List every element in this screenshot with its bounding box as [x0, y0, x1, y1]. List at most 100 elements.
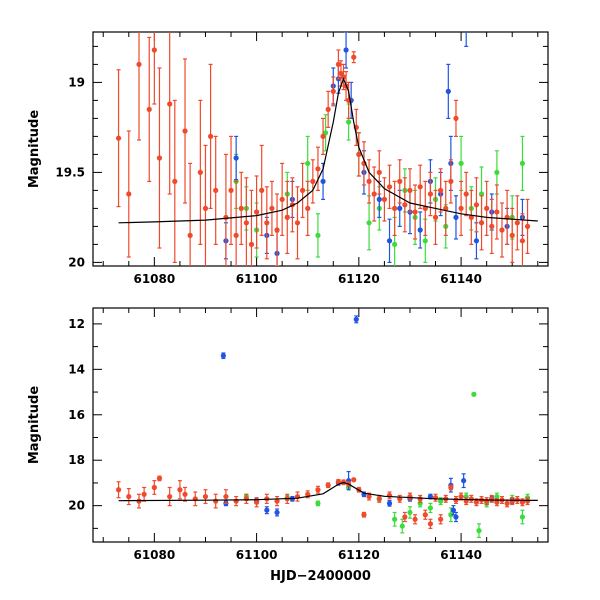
- data-point-red: [126, 493, 132, 500]
- data-point-blue: [343, 47, 349, 53]
- data-point-red: [494, 209, 500, 215]
- bottom-light-curve-panel: 61080 61100 61120 61140 12 14 16 18 20 Magnitude H…: [27, 307, 549, 584]
- data-point-blue: [353, 316, 359, 322]
- data-point-red: [187, 232, 193, 238]
- series-green: [243, 391, 531, 539]
- data-point-red: [156, 475, 163, 481]
- data-point-red: [376, 496, 382, 502]
- data-point-red: [484, 498, 490, 504]
- data-point-red: [300, 187, 306, 193]
- data-point-red: [397, 178, 403, 184]
- data-point-red: [381, 196, 388, 202]
- data-point-red: [468, 496, 474, 502]
- data-point-red: [504, 500, 510, 506]
- data-point-red: [335, 61, 341, 67]
- data-point-green: [519, 514, 526, 520]
- data-point-red: [274, 498, 280, 504]
- data-point-red: [458, 205, 464, 211]
- data-point-blue: [450, 507, 457, 513]
- data-point-red: [402, 514, 408, 520]
- data-point-red: [427, 191, 434, 197]
- data-point-blue: [453, 214, 459, 220]
- data-point-red: [371, 191, 377, 197]
- axis-ticks: [93, 32, 548, 266]
- y-axis-label: Magnitude: [27, 110, 42, 189]
- x-axis-label: HJD−2400000: [270, 569, 371, 584]
- data-point-red: [489, 223, 495, 229]
- data-point-red: [519, 238, 526, 244]
- top-light-curve-panel: 61080 61100 61120 61140 19 19.5 20 Magnitude: [27, 31, 549, 286]
- x-tick-label: 61100: [236, 548, 278, 562]
- data-point-green: [346, 119, 352, 125]
- data-point-blue: [264, 507, 270, 513]
- data-point-red: [248, 241, 255, 247]
- data-point-green: [407, 509, 413, 516]
- data-point-red: [407, 493, 413, 500]
- data-point-red: [417, 184, 423, 190]
- x-tick-label: 61140: [440, 272, 482, 286]
- y-axis-label: Magnitude: [27, 386, 42, 465]
- data-point-red: [473, 202, 480, 208]
- data-point-green: [494, 493, 500, 500]
- data-point-red: [422, 512, 428, 518]
- data-point-red: [136, 61, 142, 67]
- data-point-blue: [220, 353, 226, 359]
- data-point-red: [438, 187, 444, 193]
- data-point-red: [494, 499, 500, 505]
- data-point-blue: [233, 155, 239, 161]
- data-point-blue: [386, 500, 393, 506]
- data-point-red: [427, 521, 434, 527]
- data-point-red: [151, 47, 157, 53]
- data-point-blue: [461, 478, 467, 484]
- series-red: [115, 32, 531, 266]
- data-point-blue: [445, 88, 451, 94]
- data-point-green: [323, 130, 329, 136]
- model-curve: [118, 77, 538, 224]
- data-point-red: [197, 169, 203, 175]
- data-point-red: [182, 491, 188, 497]
- plot-data-area: [115, 315, 538, 539]
- data-point-red: [213, 498, 219, 504]
- y-tick-label: 19: [68, 75, 85, 89]
- data-point-blue: [320, 178, 326, 184]
- data-point-blue: [386, 238, 393, 244]
- data-point-red: [463, 191, 469, 197]
- data-point-red: [366, 493, 372, 500]
- data-point-red: [172, 178, 178, 184]
- y-tick-label: 14: [68, 362, 85, 376]
- data-point-red: [305, 491, 311, 497]
- data-point-green: [366, 220, 372, 226]
- data-point-red: [376, 169, 382, 175]
- plot-frame: [92, 31, 549, 267]
- data-point-red: [407, 187, 413, 193]
- data-point-red: [202, 493, 209, 500]
- data-point-red: [228, 187, 234, 193]
- data-point-green: [494, 169, 500, 175]
- data-point-red: [151, 484, 157, 491]
- data-point-red: [417, 496, 423, 502]
- data-point-green: [458, 160, 464, 166]
- data-point-red: [315, 487, 321, 493]
- model-curve: [118, 481, 538, 502]
- data-point-blue: [417, 227, 423, 233]
- data-point-red: [514, 220, 520, 226]
- data-point-red: [509, 232, 515, 238]
- data-point-red: [223, 214, 229, 220]
- data-point-red: [458, 493, 464, 500]
- data-point-red: [294, 220, 301, 226]
- data-point-red: [392, 205, 398, 211]
- y-tick-label: 12: [68, 317, 85, 331]
- data-point-red: [141, 491, 147, 497]
- data-point-red: [412, 516, 418, 522]
- data-point-red: [351, 477, 357, 483]
- data-point-red: [499, 227, 505, 233]
- data-point-red: [386, 184, 393, 190]
- data-point-red: [330, 88, 336, 94]
- data-point-red: [238, 205, 244, 211]
- data-point-red: [253, 499, 260, 505]
- data-point-red: [264, 220, 270, 226]
- data-point-red: [156, 155, 163, 161]
- data-point-red: [126, 191, 132, 197]
- data-point-green: [399, 523, 405, 529]
- data-point-green: [305, 160, 311, 166]
